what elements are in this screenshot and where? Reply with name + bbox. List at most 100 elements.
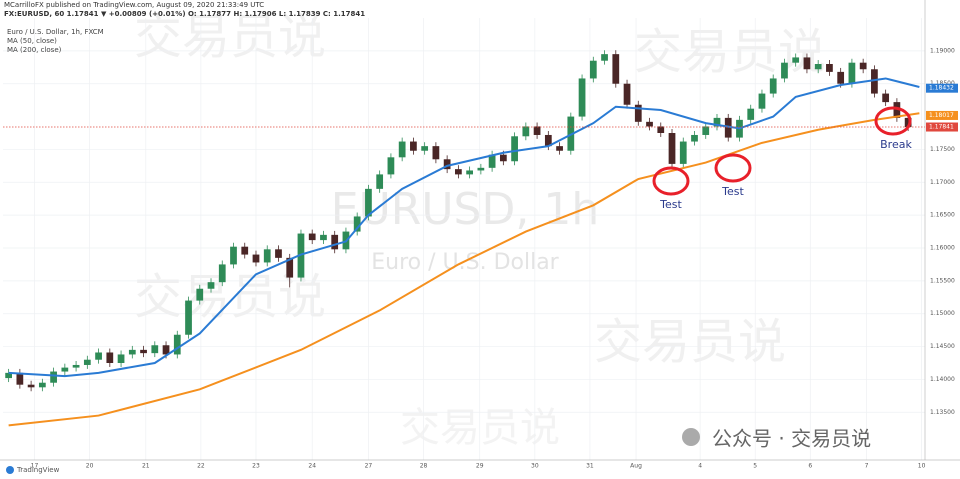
- candle-body: [499, 154, 507, 162]
- candle-body: [668, 133, 676, 164]
- candle-body: [16, 372, 24, 385]
- x-tick-label: 28: [420, 463, 428, 470]
- x-tick-label: 29: [476, 463, 484, 470]
- watermark-cn: 交易员说: [594, 314, 786, 370]
- brand-logo: [6, 466, 14, 474]
- candle-body: [207, 282, 215, 289]
- candle-body: [286, 257, 294, 278]
- annotation-label: Break: [880, 138, 912, 151]
- candle-body: [634, 104, 642, 122]
- candle-body: [691, 134, 698, 142]
- candle-body: [511, 136, 518, 162]
- candle-body: [702, 126, 710, 135]
- price-label-box: [926, 83, 958, 93]
- annotation-circle: [874, 106, 912, 136]
- candle-body: [837, 71, 845, 84]
- candle-body: [128, 349, 136, 355]
- x-tick-label: Aug: [630, 463, 642, 470]
- candle-body: [432, 146, 440, 160]
- candle-body: [241, 246, 249, 255]
- candle-body: [83, 359, 91, 365]
- candle-body: [50, 371, 57, 383]
- annotation-label: Test: [721, 185, 744, 198]
- candle-body: [106, 352, 114, 363]
- candle-body: [466, 170, 473, 175]
- y-tick-label: 1.14500: [930, 343, 955, 350]
- watermark-cn: 交易员说: [134, 269, 326, 325]
- candle-body: [308, 233, 316, 241]
- candle-body: [544, 134, 552, 147]
- candle-body: [488, 154, 496, 168]
- candle-body: [320, 234, 327, 241]
- price-label: 1.17841: [929, 124, 954, 131]
- candle-body: [769, 78, 777, 94]
- plot-layer: [3, 50, 925, 427]
- price-label: 1.18432: [929, 85, 954, 92]
- candle-body: [871, 69, 878, 94]
- candle-body: [173, 334, 181, 355]
- candle-body: [893, 102, 901, 118]
- candle-body: [601, 54, 608, 61]
- candle-body: [218, 264, 226, 283]
- x-tick-label: 31: [586, 463, 594, 470]
- x-tick-label: 27: [365, 463, 373, 470]
- candle-body: [612, 54, 620, 84]
- x-tick-label: 6: [808, 463, 812, 470]
- candle-body: [747, 108, 755, 120]
- candle-body: [387, 157, 395, 175]
- candle-body: [38, 382, 46, 388]
- candle-body: [477, 167, 485, 171]
- y-tick-label: 1.19000: [930, 47, 955, 54]
- x-tick-label: 10: [918, 463, 926, 470]
- annotation-label: Test: [659, 198, 682, 211]
- quote-line: FX:EURUSD, 60 1.17841 ▼ +0.00809 (+0.01%…: [4, 10, 365, 18]
- x-tick-label: 20: [86, 463, 94, 470]
- legend-entry: MA (50, close): [7, 37, 57, 45]
- wechat-icon: [682, 428, 700, 446]
- y-tick-label: 1.14000: [930, 376, 955, 383]
- candle-body: [679, 141, 687, 164]
- candle-body: [353, 216, 361, 232]
- candle-body: [151, 345, 159, 354]
- candle-body: [72, 364, 80, 368]
- price-label: 1.18017: [929, 112, 954, 119]
- x-tick-label: 23: [252, 463, 260, 470]
- candle-body: [522, 126, 530, 137]
- price-label-box: [926, 110, 958, 120]
- candle-body: [657, 126, 665, 133]
- candle-body: [275, 249, 282, 258]
- candle-body: [376, 174, 384, 189]
- legend-entry: MA (200, close): [7, 46, 62, 54]
- y-tick-label: 1.16000: [930, 245, 955, 252]
- candle-body: [758, 93, 766, 109]
- candle-body: [904, 117, 912, 128]
- candle-body: [230, 246, 237, 265]
- candle-body: [848, 62, 856, 84]
- candle-body: [803, 57, 811, 70]
- y-tick-label: 1.17000: [930, 179, 955, 186]
- moving-average-line: [8, 112, 920, 427]
- candle-body: [724, 117, 732, 138]
- x-tick-label: 30: [531, 463, 539, 470]
- grid-layer: [3, 18, 925, 460]
- candle-body: [556, 146, 563, 151]
- footer-note: 公众号 · 交易员说: [712, 427, 871, 451]
- x-tick-label: 5: [753, 463, 757, 470]
- footer-brand[interactable]: TradingView: [16, 466, 60, 474]
- candle-body: [365, 188, 372, 217]
- candle-body: [882, 93, 890, 103]
- y-tick-label: 1.13500: [930, 409, 955, 416]
- x-tick-label: 17: [31, 463, 39, 470]
- candle-body: [826, 64, 833, 72]
- price-label-box: [926, 122, 958, 132]
- candle-body: [623, 83, 631, 105]
- y-tick-label: 1.17500: [930, 146, 955, 153]
- y-tick-label: 1.15500: [930, 277, 955, 284]
- candle-body: [713, 117, 721, 127]
- candle-body: [398, 141, 406, 158]
- candle-body: [95, 352, 102, 360]
- candle-body: [5, 372, 12, 379]
- candle-body: [61, 367, 69, 372]
- candle-body: [578, 78, 586, 117]
